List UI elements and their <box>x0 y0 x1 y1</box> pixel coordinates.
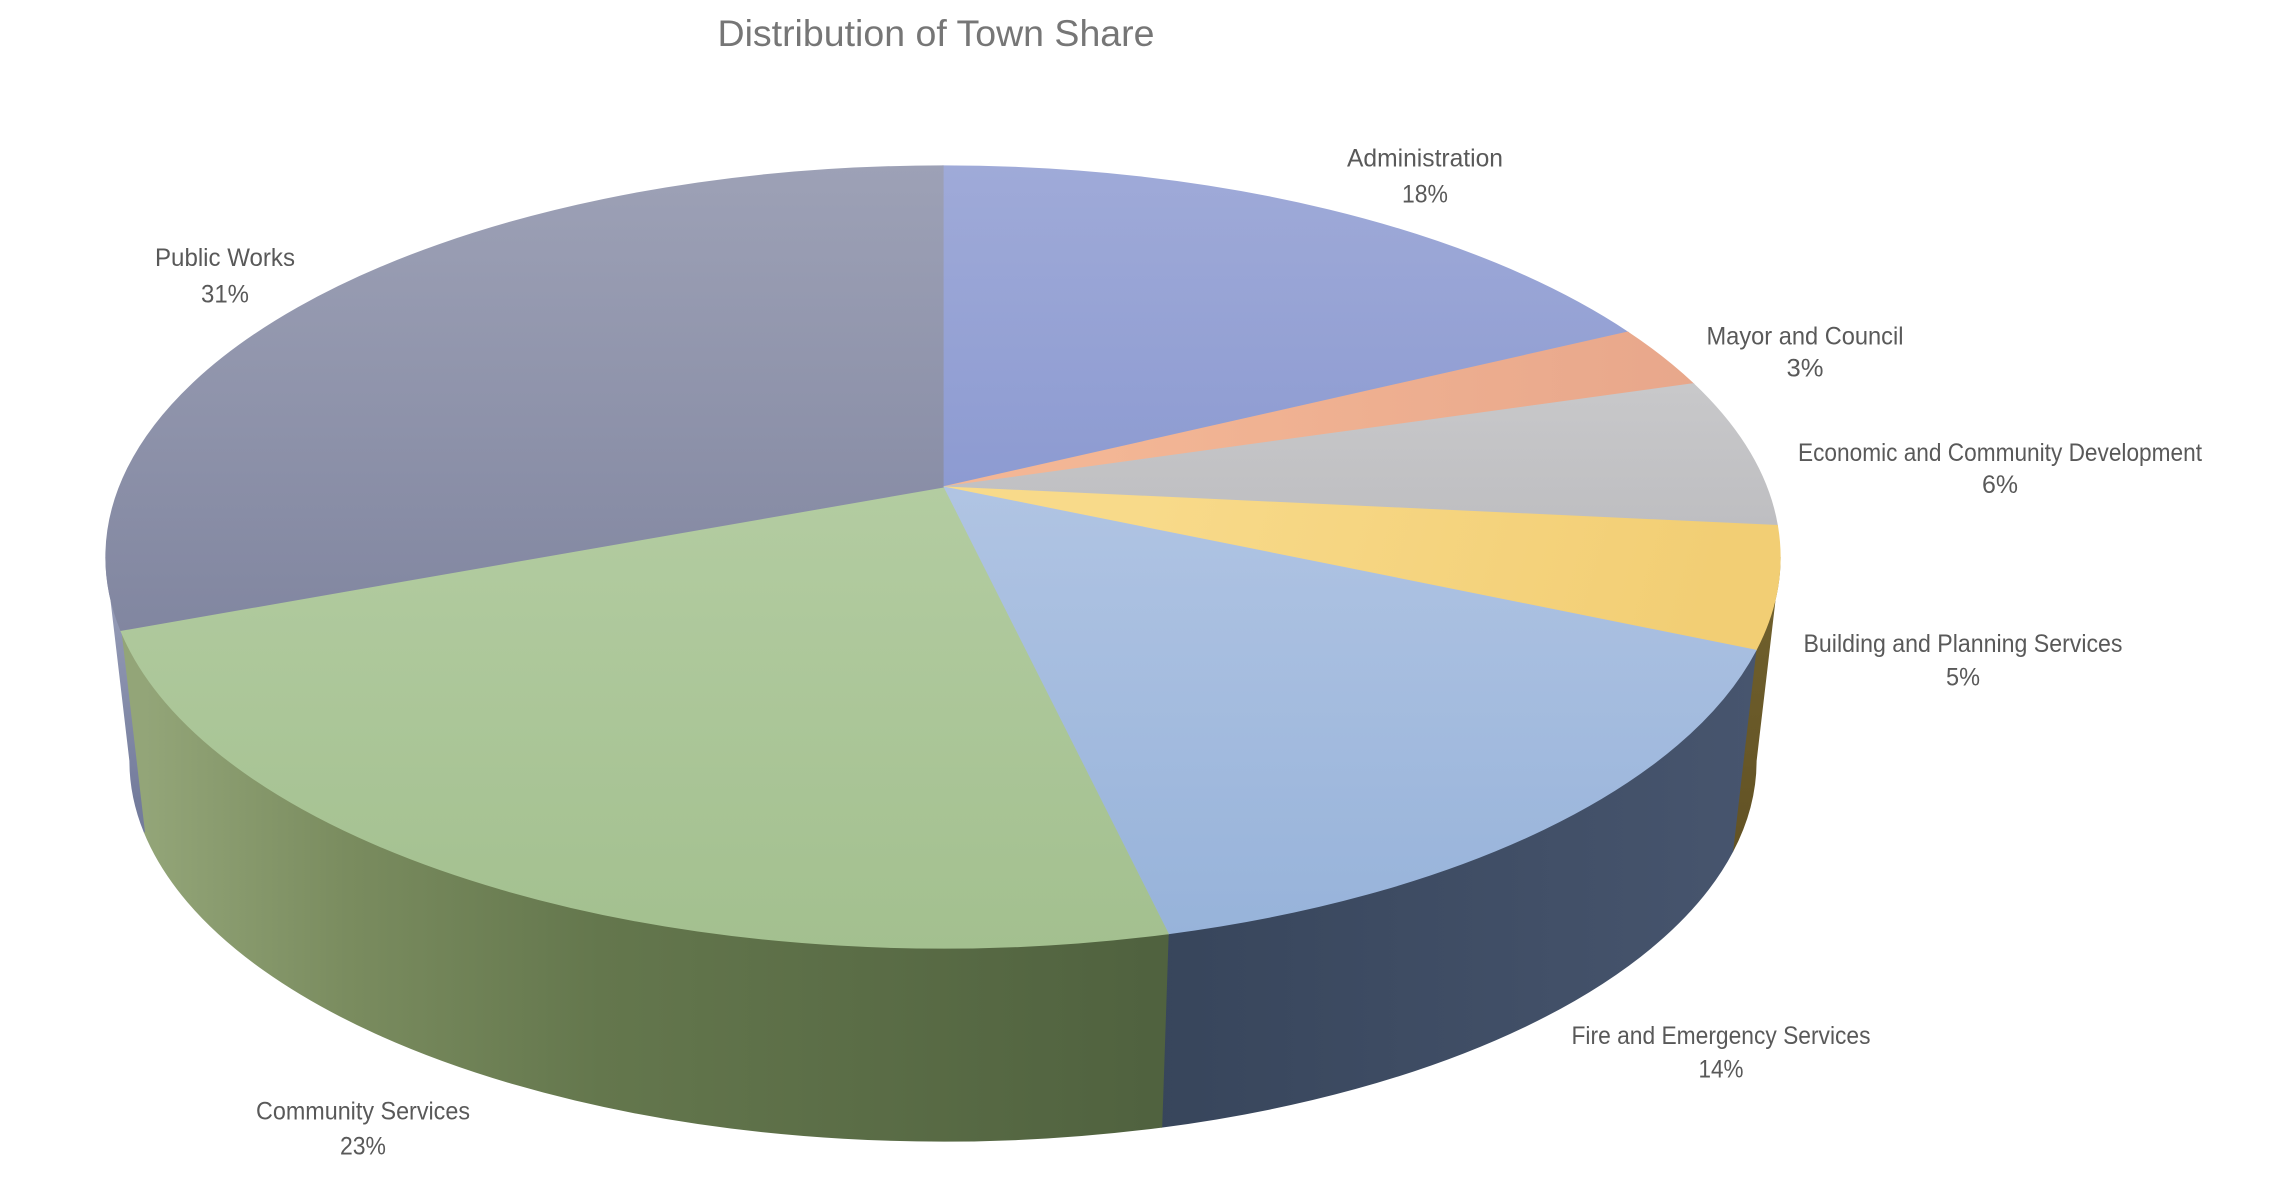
svg-text:31%: 31% <box>201 281 249 309</box>
svg-text:Administration: Administration <box>1347 144 1503 172</box>
svg-text:Fire and Emergency Services: Fire and Emergency Services <box>1572 1022 1871 1050</box>
svg-text:Building and Planning Services: Building and Planning Services <box>1804 630 2123 658</box>
svg-text:Public Works: Public Works <box>155 244 295 272</box>
svg-text:18%: 18% <box>1402 180 1448 208</box>
svg-text:6%: 6% <box>1982 471 2018 499</box>
svg-text:5%: 5% <box>1946 664 1980 692</box>
svg-text:Distribution of Town Share: Distribution of Town Share <box>718 13 1155 54</box>
svg-text:Mayor and Council: Mayor and Council <box>1707 322 1904 350</box>
svg-text:3%: 3% <box>1787 354 1824 382</box>
svg-text:14%: 14% <box>1699 1056 1744 1084</box>
svg-text:Community Services: Community Services <box>256 1097 470 1125</box>
svg-text:Economic and Community Develop: Economic and Community Development <box>1798 439 2202 467</box>
svg-text:23%: 23% <box>340 1132 386 1160</box>
